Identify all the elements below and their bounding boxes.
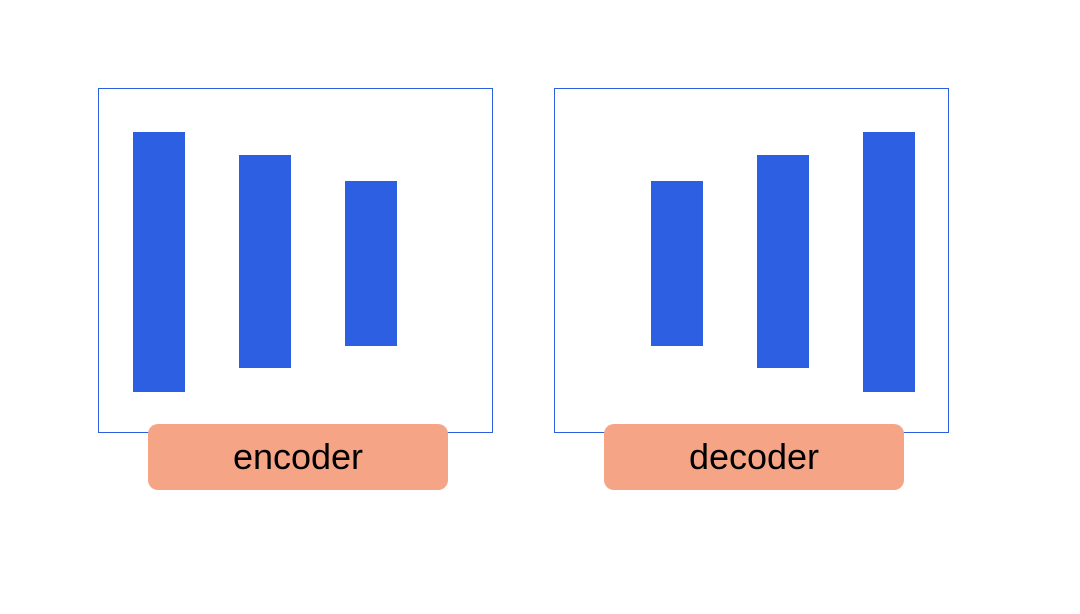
decoder-bar-1 bbox=[651, 181, 703, 346]
encoder-bar-2 bbox=[239, 155, 291, 368]
encoder-bar-3 bbox=[345, 181, 397, 346]
decoder-bar-3 bbox=[863, 132, 915, 392]
decoder-label-text: decoder bbox=[689, 436, 819, 478]
encoder-bar-1 bbox=[133, 132, 185, 392]
encoder-label: encoder bbox=[148, 424, 448, 490]
encoder-label-text: encoder bbox=[233, 436, 363, 478]
decoder-label: decoder bbox=[604, 424, 904, 490]
decoder-bar-2 bbox=[757, 155, 809, 368]
